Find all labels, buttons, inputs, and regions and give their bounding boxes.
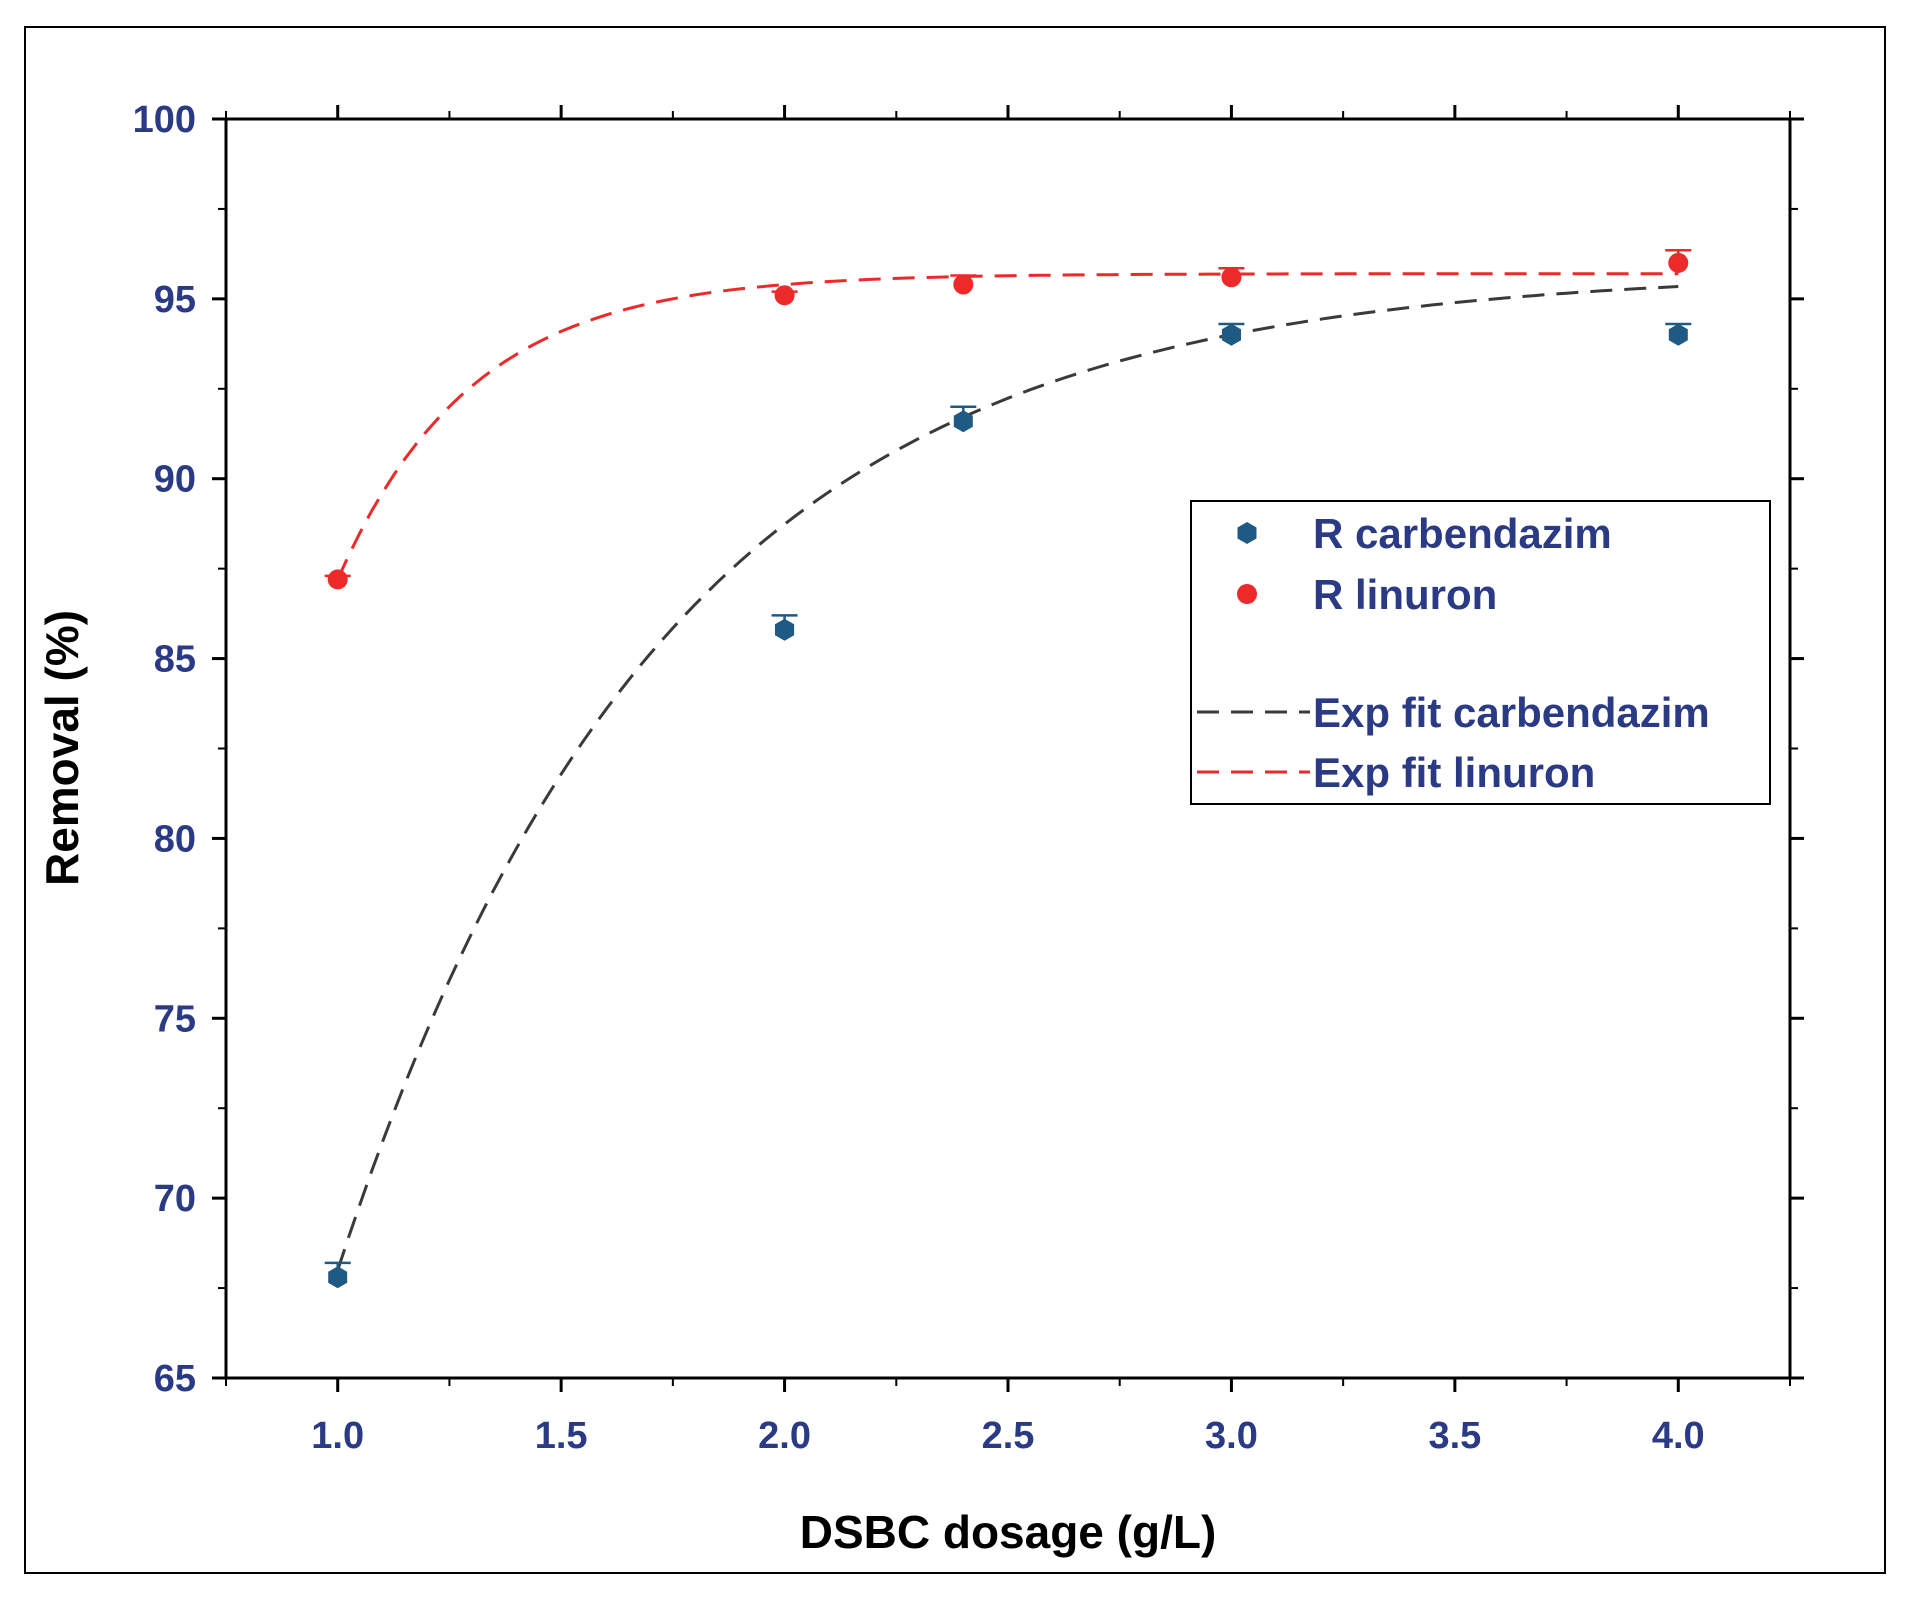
linuron-point [774,285,795,306]
x-tick-label: 3.5 [1428,1415,1481,1457]
linuron-point [953,274,974,295]
fit-lines [336,272,1679,1271]
carbendazim-point [775,618,795,641]
carbendazim-point [328,1266,348,1289]
legend-fit-linuron-label: Exp fit linuron [1313,749,1595,796]
x-tick-label: 1.5 [535,1415,588,1457]
y-tick-label: 80 [154,818,196,860]
legend-linuron-marker [1237,584,1257,604]
legend: R carbendazim R linuron Exp fit carbendazi… [1190,500,1771,805]
legend-linuron-label: R linuron [1313,571,1497,618]
y-tick-labels: 65 70 75 80 85 90 95 100 [133,99,196,1400]
x-tick-label: 2.5 [982,1415,1035,1457]
x-tick-label: 2.0 [758,1415,811,1457]
y-tick-label: 100 [133,99,196,141]
x-tick-label: 1.0 [311,1415,364,1457]
y-axis-title: Removal (%) [36,610,88,886]
x-tick-label: 4.0 [1652,1415,1705,1457]
linuron-point [1668,252,1689,273]
legend-carbendazim-marker [1237,522,1257,544]
y-tick-label: 90 [154,459,196,501]
x-tick-label: 3.0 [1205,1415,1258,1457]
legend-box [1190,500,1771,805]
x-axis-title: DSBC dosage (g/L) [800,1506,1217,1558]
y-tick-label: 95 [154,279,196,321]
carbendazim-point [953,410,973,433]
carbendazim-point [1668,323,1688,346]
y-tick-label: 85 [154,639,196,681]
linuron-point [1221,267,1242,288]
x-tick-labels: 1.0 1.5 2.0 2.5 3.0 3.5 4.0 [311,1415,1704,1457]
axis-ticks [212,105,1804,1392]
figure-frame [24,26,1886,1574]
fit-line-linuron [336,272,1679,581]
linuron-point [327,569,348,590]
legend-carbendazim-label: R carbendazim [1313,510,1612,557]
y-tick-label: 75 [154,998,196,1040]
legend-fit-carbendazim-label: Exp fit carbendazim [1313,689,1710,736]
plot-area [224,117,1792,1380]
carbendazim-point [1221,323,1241,346]
y-tick-label: 70 [154,1178,196,1220]
fit-line-carbendazim [336,285,1679,1271]
y-tick-label: 65 [154,1358,196,1400]
data-points [324,249,1692,1289]
